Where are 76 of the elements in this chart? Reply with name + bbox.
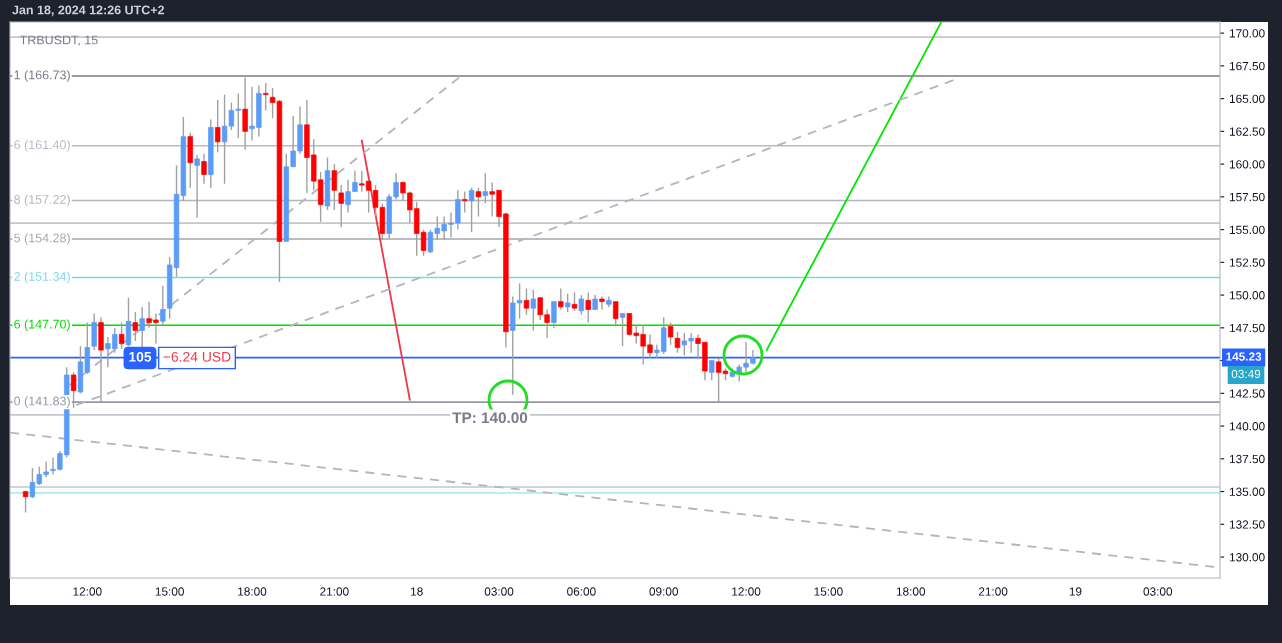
y-tick-label: 130.00 xyxy=(1229,553,1265,562)
ref-line-label: 145.23 xyxy=(1226,352,1262,361)
text: Jan 18, 2024 12:26 UTC+2 xyxy=(12,5,165,17)
candlestick xyxy=(215,99,221,154)
x-tick-label: 21:00 xyxy=(320,587,349,596)
ref-line-label: 8 (157.22) xyxy=(14,194,70,207)
y-tick-label: 152.50 xyxy=(1229,258,1265,267)
candlestick xyxy=(194,154,200,219)
candlestick xyxy=(462,190,468,214)
ref-line-label: 5 (154.28) xyxy=(14,233,70,245)
candlestick xyxy=(338,184,344,228)
candlestick xyxy=(242,76,248,151)
candlestick xyxy=(468,186,475,233)
candlestick xyxy=(564,293,571,313)
candlestick xyxy=(578,294,585,316)
y-tick-label: 140.00 xyxy=(1229,422,1265,431)
candlestick xyxy=(263,82,269,112)
x-tick-label: 21:00 xyxy=(978,587,1008,596)
y-tick-label: 160.00 xyxy=(1229,160,1265,169)
ref-line-label: 2 (151.34) xyxy=(14,271,70,284)
candlestick xyxy=(523,287,530,316)
y-tick-label: 155.00 xyxy=(1229,225,1265,234)
candlestick xyxy=(91,312,97,351)
text: TRBUSDT, 15 xyxy=(19,35,98,46)
ref-line-label: 1 (166.73) xyxy=(14,70,70,82)
candlestick xyxy=(132,311,139,342)
y-tick-label: 137.50 xyxy=(1229,454,1265,464)
y-tick-label: 162.50 xyxy=(1229,127,1265,136)
y-tick-label: 170.00 xyxy=(1229,29,1265,38)
candlestick xyxy=(139,306,145,350)
candlestick xyxy=(160,285,166,328)
y-tick-label: 142.50 xyxy=(1229,389,1265,398)
annotation: TP: 140.00 xyxy=(452,412,528,424)
candlestick xyxy=(475,186,482,218)
candlestick xyxy=(558,287,564,311)
x-tick-label: 12:00 xyxy=(732,587,761,596)
x-tick-label: 15:00 xyxy=(814,587,843,596)
x-tick-label: 18 xyxy=(411,587,423,596)
x-tick-label: 03:00 xyxy=(1143,587,1173,596)
x-tick-label: 18:00 xyxy=(238,587,267,596)
y-tick-label: 167.50 xyxy=(1229,61,1265,71)
candlestick xyxy=(201,152,207,185)
x-tick-label: 06:00 xyxy=(567,587,596,596)
y-tick-label: 147.50 xyxy=(1229,323,1265,333)
candlestick xyxy=(482,172,488,205)
x-tick-label: 12:00 xyxy=(73,587,102,596)
candlestick xyxy=(613,300,619,328)
x-tick-label: 19 xyxy=(1069,587,1082,596)
candlestick xyxy=(118,321,125,350)
candlestick xyxy=(667,321,674,346)
candlestick xyxy=(22,490,29,514)
x-tick-label: 09:00 xyxy=(649,587,679,596)
y-tick-label: 135.00 xyxy=(1229,487,1265,496)
x-tick-label: 18:00 xyxy=(896,587,926,596)
ref-line-label: 0 (141.83) xyxy=(14,396,70,408)
ref-line-label: 6 (147.70) xyxy=(14,319,70,332)
y-tick-label: 150.00 xyxy=(1229,291,1265,300)
candlestick xyxy=(530,289,537,332)
x-tick-label: 03:00 xyxy=(484,587,514,596)
candlestick xyxy=(674,331,681,354)
candlestick xyxy=(619,312,626,347)
candlestick xyxy=(585,291,591,324)
x-tick-label: 15:00 xyxy=(155,587,184,596)
candlestick xyxy=(571,291,578,312)
ref-line-label: 6 (161.40) xyxy=(14,139,70,152)
candlestick xyxy=(599,295,605,311)
text: 03:49 xyxy=(1231,369,1261,379)
y-tick-label: 165.00 xyxy=(1229,94,1265,104)
annotation: 105 xyxy=(129,351,152,362)
y-tick-label: 132.50 xyxy=(1229,520,1265,529)
annotation: −6.24 USD xyxy=(163,351,231,362)
y-tick-label: 157.50 xyxy=(1229,192,1265,202)
candlestick xyxy=(331,163,338,211)
candlestick xyxy=(551,300,557,329)
candlestick xyxy=(125,297,132,347)
candlestick xyxy=(709,359,715,381)
